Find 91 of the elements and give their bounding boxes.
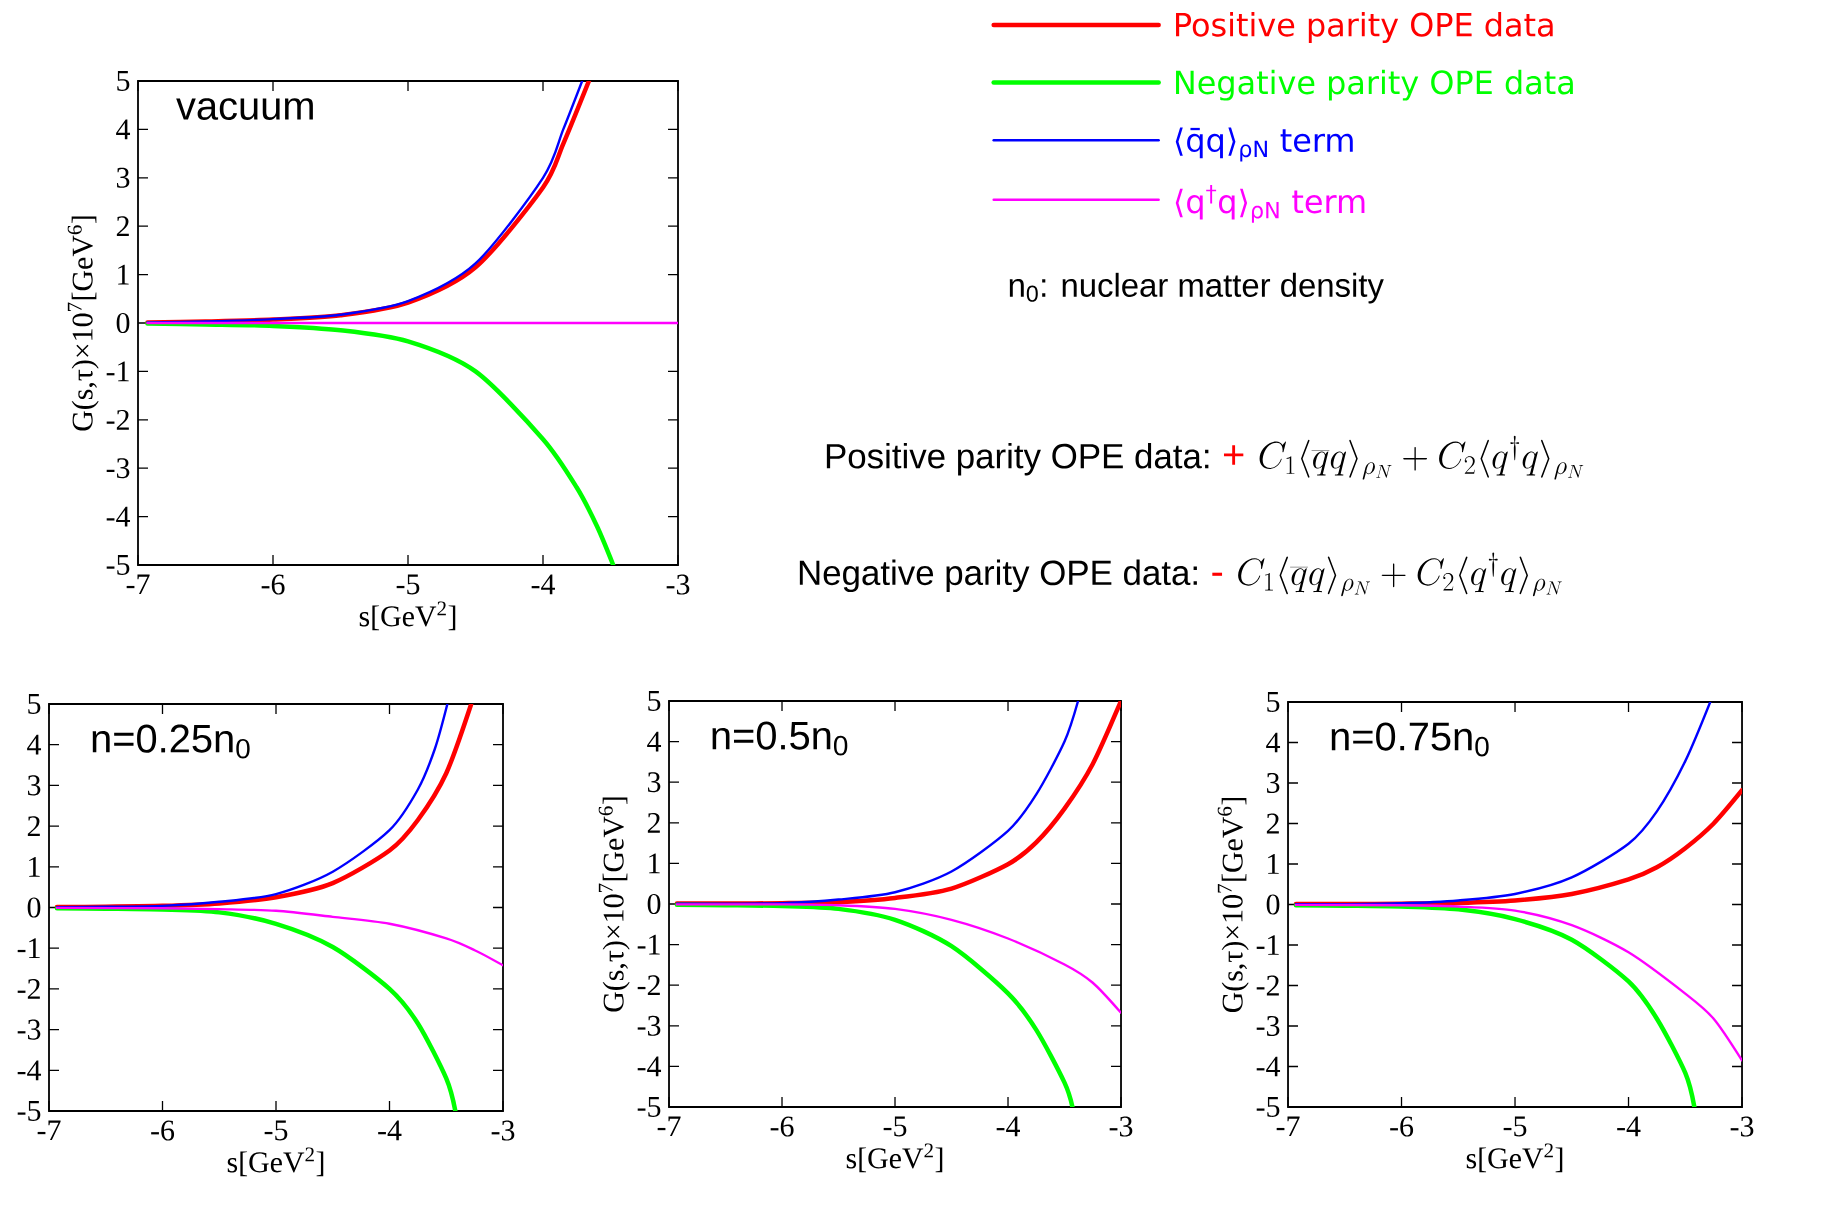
y-tick-label: 3 <box>27 775 41 796</box>
y-tick-label: -2 <box>1256 975 1279 996</box>
y-tick-label: -1 <box>17 938 40 959</box>
y-tick-label: -2 <box>106 409 129 430</box>
chart-title: n=0.25n$_{0}$ <box>92 724 250 759</box>
x-tick-label: -5 <box>1503 1116 1527 1137</box>
text: + <box>1223 445 1244 465</box>
text: Positive parity OPE data: <box>826 442 1209 476</box>
y-tick-label: 4 <box>1266 732 1281 753</box>
y-tick-label: -3 <box>637 1015 661 1036</box>
x-tick-label: -5 <box>396 574 420 595</box>
y-tick-label: -3 <box>17 1019 41 1040</box>
x-tick-label: -3 <box>1730 1116 1754 1137</box>
y-tick-label: -4 <box>17 1060 42 1081</box>
text: $C_1\langle\overline{q}q\rangle_{\rho_N}+C_2\langle q^{\dagger}q\rangle_{\rho_N}$ <box>1238 552 1562 597</box>
y-tick-label: -3 <box>106 458 130 479</box>
y-tick-label: 0 <box>1266 894 1280 915</box>
y-tick-label: 2 <box>647 812 660 833</box>
y-tick-label: 5 <box>648 691 661 711</box>
y-tick-label: -2 <box>17 979 40 999</box>
y-axis-title: G(s,τ)×10$^{7}$[GeV$^{6}$] <box>1217 797 1249 1013</box>
x-tick-label: -3 <box>491 1120 515 1141</box>
line-series <box>1294 903 1743 1062</box>
text: $C_1\langle\overline{q}q\rangle_{\rho_N}+C_2\langle q^{\dagger}q\rangle_{\rho_N}$ <box>1259 435 1584 480</box>
x-tick-label: -4 <box>378 1120 402 1141</box>
x-tick-label: -3 <box>666 574 690 595</box>
y-tick-label: 3 <box>116 167 130 188</box>
y-tick-label: -3 <box>1256 1015 1280 1037</box>
y-tick-label: -2 <box>637 975 660 996</box>
text: Negative parity OPE data: <box>799 559 1197 593</box>
text: Positive parity OPE data <box>1176 12 1553 43</box>
y-tick-label: 3 <box>1266 772 1280 794</box>
x-axis-title: s[GeV$^{2}$] <box>359 601 456 631</box>
y-tick-label: 1 <box>118 264 129 285</box>
y-tick-label: -5 <box>637 1097 661 1117</box>
y-tick-label: 0 <box>116 312 130 334</box>
y-tick-label: -4 <box>1256 1056 1281 1077</box>
y-tick-label: 2 <box>27 816 40 836</box>
y-axis-title: G(s,τ)×10$^{7}$[GeV$^{6}$] <box>598 797 630 1012</box>
y-tick-label: 1 <box>29 856 40 877</box>
x-tick-label: -3 <box>1109 1116 1133 1137</box>
line-series <box>145 321 616 565</box>
x-tick-label: -5 <box>883 1116 907 1137</box>
y-tick-label: -5 <box>106 555 130 575</box>
text: ⟨q$^{†}$q⟩$_{ρN}$ term <box>1175 185 1365 223</box>
chart-title: vacuum <box>176 98 313 120</box>
line-series <box>675 903 1122 1015</box>
chart-title: n=0.75n$_{0}$ <box>1331 722 1489 757</box>
x-tick-label: -6 <box>770 1116 794 1137</box>
x-axis-title: s[GeV$^{2}$] <box>846 1143 943 1173</box>
line-series <box>55 906 503 967</box>
x-tick-label: -6 <box>151 1120 175 1141</box>
y-tick-label: 1 <box>1268 854 1279 874</box>
y-tick-label: -1 <box>637 934 660 955</box>
text: ⟨q̄q⟩$_{ρN}$ term <box>1175 127 1353 162</box>
y-tick-label: -4 <box>106 506 131 527</box>
x-axis-title: s[GeV$^{2}$] <box>227 1147 324 1177</box>
x-tick-label: -4 <box>531 574 555 595</box>
y-tick-label: 0 <box>27 897 41 918</box>
y-tick-label: -1 <box>1256 935 1279 955</box>
y-tick-label: -1 <box>106 361 129 382</box>
y-tick-label: 5 <box>117 71 130 91</box>
y-tick-label: 3 <box>647 772 661 793</box>
x-tick-label: -6 <box>261 574 285 595</box>
text: n$_{0}$: nuclear matter density <box>1009 272 1384 304</box>
y-tick-label: 4 <box>647 731 662 752</box>
x-tick-label: -7 <box>657 1116 681 1137</box>
x-tick-label: -4 <box>996 1116 1020 1137</box>
y-tick-label: -4 <box>637 1056 662 1077</box>
x-tick-label: -4 <box>1617 1116 1641 1137</box>
chart-title: n=0.5n$_{0}$ <box>712 721 848 756</box>
y-tick-label: 0 <box>647 893 661 915</box>
y-tick-label: 4 <box>116 119 131 140</box>
y-tick-label: -5 <box>17 1101 41 1121</box>
x-tick-label: -5 <box>264 1120 288 1141</box>
y-axis-title: G(s,τ)×10$^{7}$[GeV$^{6}$] <box>67 216 99 431</box>
y-tick-label: 5 <box>28 694 41 714</box>
y-tick-label: 1 <box>649 853 660 874</box>
line-series <box>1294 701 1712 906</box>
x-tick-label: -7 <box>37 1120 61 1141</box>
x-axis-title: s[GeV$^{2}$] <box>1466 1143 1563 1173</box>
text: - <box>1212 572 1223 576</box>
x-tick-label: -7 <box>1276 1116 1300 1137</box>
x-tick-label: -7 <box>126 574 150 595</box>
text: Negative parity OPE data <box>1176 69 1573 101</box>
y-tick-label: -5 <box>1256 1097 1280 1117</box>
y-tick-label: 2 <box>1266 813 1279 834</box>
x-tick-label: -6 <box>1390 1116 1414 1137</box>
y-tick-label: 4 <box>27 734 42 755</box>
y-tick-label: 5 <box>1267 692 1280 712</box>
y-tick-label: 2 <box>116 216 129 237</box>
